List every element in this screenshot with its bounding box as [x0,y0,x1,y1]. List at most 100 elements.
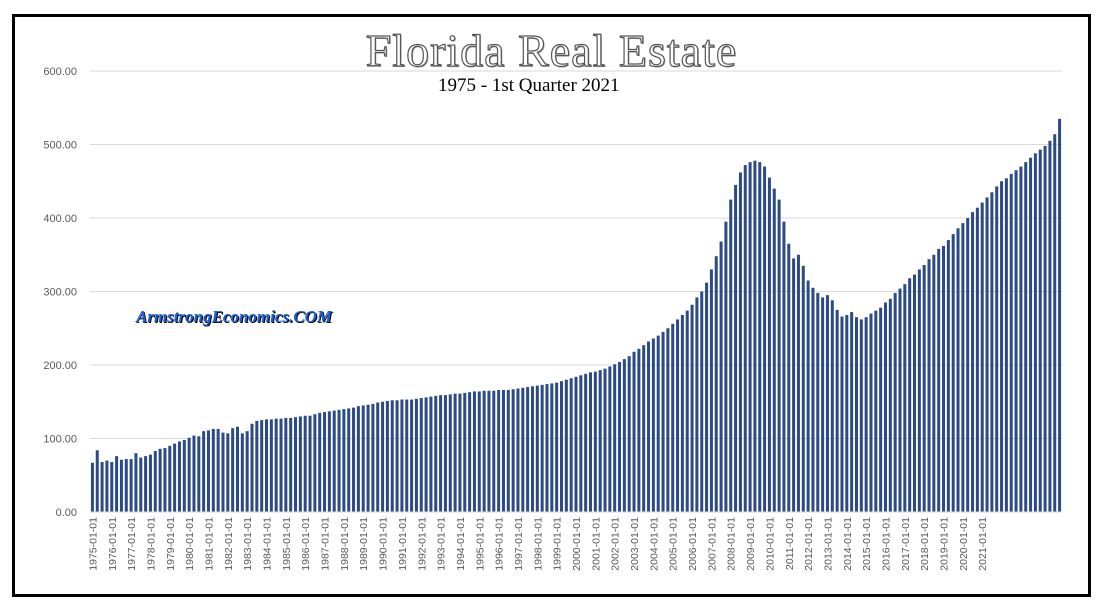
bar [1038,149,1042,512]
x-tick-label: 1987-01-01 [320,517,332,571]
x-tick-label: 2015-01-01 [861,517,873,571]
x-tick-label: 1991-01-01 [397,517,409,571]
bar [1029,157,1033,513]
x-tick-label: 2012-01-01 [803,517,815,571]
bar [216,428,220,512]
bar [569,378,573,512]
bar [405,399,409,512]
bar [153,451,157,512]
bar [337,409,341,512]
bar [564,379,568,512]
bar [182,439,186,512]
bar [168,445,172,512]
chart-title: Florida Real Estate [365,24,738,76]
bar [530,386,534,512]
x-tick-label: 2006-01-01 [687,517,699,571]
x-tick-label: 1999-01-01 [552,517,564,571]
bar [719,241,723,512]
bar [656,335,660,512]
bar [811,287,815,512]
bar [559,381,563,512]
bar [593,371,597,512]
bar [956,228,960,513]
bar [584,373,588,512]
bar [642,345,646,512]
bar [937,248,941,512]
bar [472,391,476,512]
bar [177,441,181,512]
x-tick-label: 2005-01-01 [668,517,680,571]
x-tick-label: 2018-01-01 [919,517,931,571]
bar [284,417,288,512]
x-tick-label: 1997-01-01 [513,517,525,571]
bar [163,448,167,512]
x-tick-label: 2017-01-01 [900,517,912,571]
bar [995,186,999,512]
bar [695,297,699,512]
y-tick-label: 100.00 [43,434,77,446]
bar [550,383,554,513]
bar [1024,162,1028,512]
bar [913,274,917,512]
x-tick-label: 2007-01-01 [706,517,718,571]
x-tick-label: 1983-01-01 [242,517,254,571]
bar [202,431,206,512]
bar [825,295,829,512]
bar [265,419,269,512]
bar [119,459,123,512]
bar [255,420,259,512]
watermark-text: ArmstrongEconomics.COM [136,307,333,326]
bar [492,390,496,512]
bar-series [90,118,1062,513]
x-tick-label: 1994-01-01 [455,517,467,571]
bar [622,359,626,512]
x-tick-label: 2013-01-01 [823,517,835,571]
bar [458,393,462,512]
y-axis: 0.00 100.00 200.00 300.00 400.00 500.00 600.00 [43,66,77,519]
bar [748,162,752,512]
y-tick-label: 200.00 [43,360,77,372]
bar [526,387,530,512]
bar [888,298,892,512]
x-tick-label: 2021-01-01 [977,517,989,571]
bar [864,317,868,512]
x-tick-label: 1975-01-01 [87,517,99,571]
bar [250,423,254,512]
bar [801,265,805,512]
bar [883,302,887,512]
bar [1014,170,1018,512]
bar [632,351,636,512]
bar [806,280,810,512]
bar [424,397,428,512]
x-tick-label: 2004-01-01 [648,517,660,571]
bar [792,258,796,512]
x-axis: 1975-01-01 1976-01-01 1977-01-01 1978-01-01… [87,511,1062,571]
bar [487,390,491,512]
bar [511,389,515,512]
bar [134,453,138,512]
bar [342,409,346,512]
bar [506,389,510,512]
bar [105,460,109,512]
bar [366,404,370,512]
bar [361,405,365,512]
bar [874,310,878,512]
bar [385,401,389,512]
bar [903,284,907,512]
bar [971,212,975,512]
bar [869,313,873,512]
x-tick-label: 2000-01-01 [571,517,583,571]
y-tick-label: 0.00 [56,507,77,519]
bar [980,202,984,512]
chart-subtitle: 1975 - 1st Quarter 2021 [438,75,620,96]
bar [308,415,312,512]
bar [700,291,704,512]
bar [448,394,452,512]
bar [376,402,380,512]
x-tick-label: 2002-01-01 [610,517,622,571]
bar [231,428,235,512]
bar [318,412,322,512]
x-tick-label: 1995-01-01 [474,517,486,571]
bar [211,428,215,512]
bar [443,395,447,512]
